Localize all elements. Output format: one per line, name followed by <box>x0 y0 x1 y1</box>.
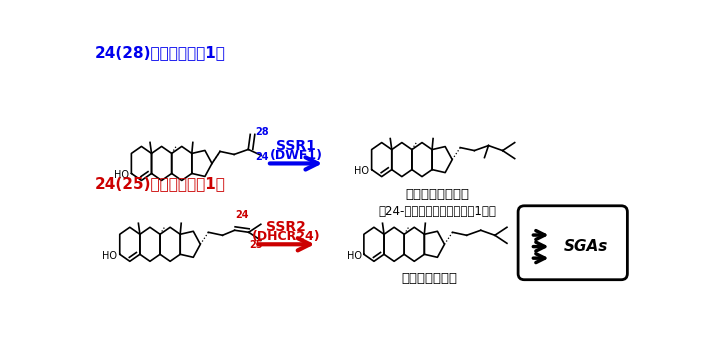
Text: SSR2: SSR2 <box>266 219 306 234</box>
Text: 25: 25 <box>250 240 263 250</box>
Text: HO: HO <box>102 251 117 261</box>
Text: HO: HO <box>354 166 369 176</box>
Text: 24: 24 <box>236 210 249 220</box>
Text: コレステロール: コレステロール <box>401 272 457 285</box>
Text: HO: HO <box>346 251 361 261</box>
Text: （24-アルキルステロールの1種）: （24-アルキルステロールの1種） <box>378 205 496 218</box>
Text: HO: HO <box>114 170 129 180</box>
Text: SGAs: SGAs <box>564 239 608 254</box>
Text: (DWF1): (DWF1) <box>270 149 322 162</box>
Text: カンペステロール: カンペステロール <box>405 188 469 201</box>
Text: 28: 28 <box>256 127 269 138</box>
Text: 24(25)位還元反応の1例: 24(25)位還元反応の1例 <box>95 177 226 192</box>
Text: SSR1: SSR1 <box>276 139 316 153</box>
Text: 24: 24 <box>256 152 269 162</box>
Text: (DHCR24): (DHCR24) <box>252 230 321 243</box>
Text: 24(28)位還元反応の1例: 24(28)位還元反応の1例 <box>95 45 226 61</box>
